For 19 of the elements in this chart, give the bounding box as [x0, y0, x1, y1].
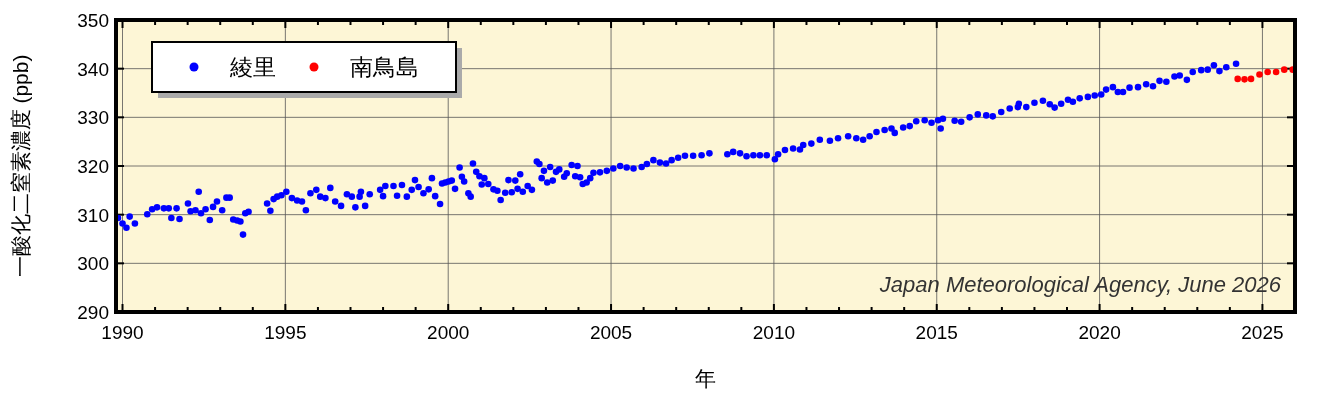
y-tick-label: 320: [77, 156, 109, 177]
x-tick-label: 2010: [752, 322, 796, 343]
x-tick-label: 2025: [1241, 322, 1284, 343]
y-tick-label: 350: [77, 10, 109, 31]
legend-label: 南鳥島: [350, 54, 419, 80]
x-tick-label: 1990: [101, 322, 144, 343]
y-tick-label: 300: [77, 253, 109, 275]
y-tick-label: 290: [77, 302, 109, 323]
x-tick-label: 1995: [264, 322, 307, 343]
y-tick-label: 330: [77, 107, 109, 129]
y-axis-title: 一酸化二窒素濃度 (ppb): [9, 54, 32, 278]
y-tick-label: 340: [77, 58, 109, 80]
x-tick-label: 2005: [589, 322, 633, 343]
x-axis-title: 年: [695, 367, 716, 390]
x-tick-label: 2015: [915, 322, 958, 343]
x-tick-label: 2000: [427, 322, 470, 343]
legend-label: 綾里: [229, 54, 276, 80]
y-tick-label: 310: [77, 204, 109, 226]
x-tick-label: 2020: [1078, 322, 1121, 343]
